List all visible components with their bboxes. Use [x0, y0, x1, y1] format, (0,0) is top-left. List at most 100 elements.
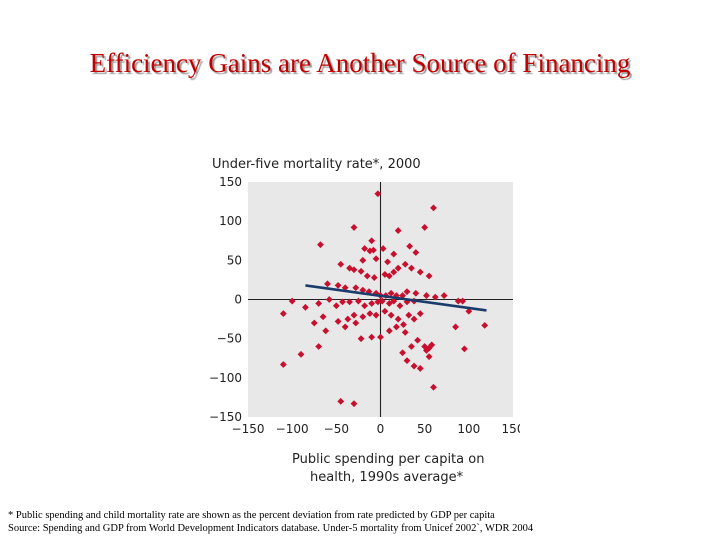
y-tick-label: 150	[219, 175, 242, 189]
data-point	[374, 190, 382, 198]
data-point	[381, 307, 389, 315]
data-point	[359, 286, 367, 294]
data-point	[325, 296, 333, 303]
data-point	[431, 293, 439, 301]
data-point	[346, 298, 353, 306]
data-point	[396, 302, 404, 310]
data-point	[401, 329, 409, 336]
data-point	[322, 327, 330, 335]
data-point	[368, 300, 376, 307]
data-point	[350, 224, 358, 231]
data-point	[399, 349, 406, 357]
data-point	[390, 268, 398, 276]
data-point	[410, 362, 418, 370]
y-tick-label: 100	[219, 214, 242, 228]
data-point	[423, 292, 430, 299]
data-point	[355, 297, 362, 305]
data-point	[377, 333, 384, 341]
y-tick-label: −50	[217, 332, 242, 346]
data-point	[408, 343, 415, 350]
data-point	[403, 357, 411, 364]
y-tick-label: 50	[227, 253, 242, 267]
data-point	[337, 397, 345, 405]
data-point	[416, 268, 424, 276]
data-point	[401, 260, 409, 268]
data-point	[319, 313, 327, 321]
data-point	[416, 365, 424, 372]
data-point	[394, 264, 402, 272]
x-tick-label: −50	[324, 422, 349, 436]
data-point	[359, 313, 367, 321]
data-point	[357, 267, 365, 275]
data-point	[454, 297, 462, 305]
x-tick-label: −100	[276, 422, 309, 436]
y-tick-label: −100	[209, 371, 242, 385]
data-point	[334, 318, 342, 325]
data-point	[332, 302, 340, 310]
data-point	[406, 242, 414, 250]
data-point	[393, 323, 400, 331]
data-point	[352, 284, 360, 292]
data-point	[405, 311, 413, 319]
y-tick-label: 0	[234, 293, 242, 307]
data-point	[390, 250, 398, 258]
data-point	[387, 311, 395, 319]
slide-title: Efficiency Gains are Another Source of F…	[89, 48, 631, 78]
data-point	[430, 383, 437, 391]
data-point	[461, 345, 468, 353]
data-point	[366, 310, 374, 317]
data-point	[302, 303, 309, 311]
data-point	[334, 282, 342, 289]
data-point	[400, 321, 407, 328]
data-point	[297, 350, 305, 358]
data-point	[279, 310, 287, 317]
data-point	[350, 311, 358, 319]
data-point	[279, 361, 287, 368]
data-point	[374, 298, 382, 306]
scatter-chart: 150100500−50−100−150−150−100−50050100150…	[209, 157, 524, 485]
data-point	[357, 335, 365, 343]
data-point	[378, 297, 386, 305]
data-point	[368, 333, 376, 341]
data-point	[370, 246, 377, 254]
footnote-note: * Public spending and child mortality ra…	[8, 510, 495, 521]
data-point	[370, 274, 378, 281]
data-point	[361, 302, 368, 310]
y-tick-label: −150	[209, 410, 242, 424]
data-point	[410, 315, 418, 323]
data-point	[412, 249, 420, 256]
x-tick-label: 0	[377, 422, 385, 436]
data-point	[408, 264, 415, 272]
data-point	[403, 288, 411, 296]
data-point	[412, 289, 420, 297]
x-tick-label: 150	[502, 422, 520, 436]
data-point	[387, 289, 395, 297]
data-point	[341, 323, 349, 331]
data-point	[368, 237, 376, 245]
data-point	[399, 292, 406, 299]
data-point	[425, 353, 433, 361]
tick-labels: 150 100 50 0 −50 −100 −150−150 −100 −50 0 50 100 150	[209, 175, 524, 436]
data-point	[324, 280, 331, 288]
data-point	[344, 315, 352, 323]
data-point	[372, 311, 380, 319]
chart-container: 150100500−50−100−150−150−100−50050100150…	[200, 150, 524, 490]
x-tick-label: 100	[457, 422, 480, 436]
data-point	[385, 300, 393, 307]
data-point	[352, 319, 360, 327]
data-point	[452, 323, 459, 331]
data-point	[481, 321, 489, 329]
chart-title: Under-five mortality rate*, 2000	[212, 157, 421, 172]
data-point	[288, 297, 296, 305]
data-point	[339, 298, 346, 306]
data-point	[359, 256, 367, 264]
data-point	[315, 343, 323, 350]
data-point	[394, 227, 402, 234]
footnote-source: Source: Spending and GDP from World Deve…	[8, 523, 534, 534]
data-point	[390, 297, 398, 305]
data-point	[361, 245, 368, 252]
data-point	[440, 292, 448, 299]
data-point	[394, 315, 402, 323]
data-point	[317, 241, 324, 249]
x-axis-label-line-1: Public spending per capita on	[292, 452, 484, 467]
